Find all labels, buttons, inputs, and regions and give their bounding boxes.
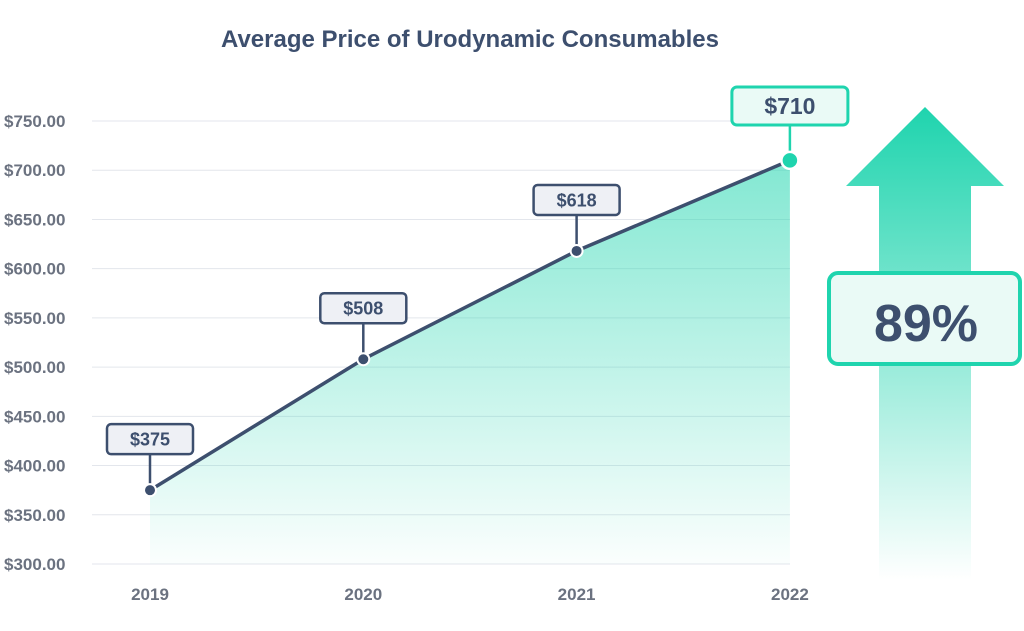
chart-title: Average Price of Urodynamic Consumables bbox=[221, 26, 719, 53]
series-line bbox=[149, 158, 791, 492]
x-tick-label: 2019 bbox=[131, 585, 169, 604]
data-point bbox=[780, 150, 800, 171]
y-tick-label: $500.00 bbox=[4, 358, 65, 377]
y-tick-label: $650.00 bbox=[4, 210, 65, 229]
data-label: $375 bbox=[130, 430, 170, 450]
y-tick-label: $400.00 bbox=[4, 457, 65, 476]
y-axis-ticks: $300.00 $350.00 $400.00 $450.00 $500.00 $550.… bbox=[4, 112, 65, 574]
y-tick-label: $300.00 bbox=[4, 555, 65, 574]
data-points bbox=[143, 150, 800, 498]
data-point bbox=[569, 243, 584, 258]
data-point bbox=[356, 352, 371, 367]
x-tick-label: 2022 bbox=[771, 585, 809, 604]
y-tick-label: $750.00 bbox=[4, 112, 65, 131]
growth-arrow: 89% bbox=[827, 107, 1022, 580]
y-tick-label: $350.00 bbox=[4, 506, 65, 525]
data-labels: $375 $508 $618 $710 bbox=[105, 85, 850, 485]
data-label-box bbox=[730, 85, 850, 127]
data-label: $508 bbox=[343, 299, 383, 319]
data-label: $710 bbox=[764, 93, 815, 119]
data-label-box bbox=[532, 183, 621, 217]
data-label: $618 bbox=[557, 190, 597, 210]
y-tick-label: $450.00 bbox=[4, 407, 65, 426]
area-fill bbox=[150, 160, 790, 564]
x-axis-ticks: 2019 2020 2021 2022 bbox=[131, 585, 809, 604]
growth-percent: 89% bbox=[874, 295, 978, 353]
x-tick-label: 2020 bbox=[344, 585, 382, 604]
y-tick-label: $700.00 bbox=[4, 161, 65, 180]
growth-badge bbox=[827, 271, 1022, 366]
data-point bbox=[143, 483, 157, 498]
data-label-box bbox=[319, 291, 408, 325]
y-tick-label: $600.00 bbox=[4, 260, 65, 279]
y-tick-label: $550.00 bbox=[4, 309, 65, 328]
x-tick-label: 2021 bbox=[558, 585, 596, 604]
data-label-box bbox=[105, 422, 195, 456]
